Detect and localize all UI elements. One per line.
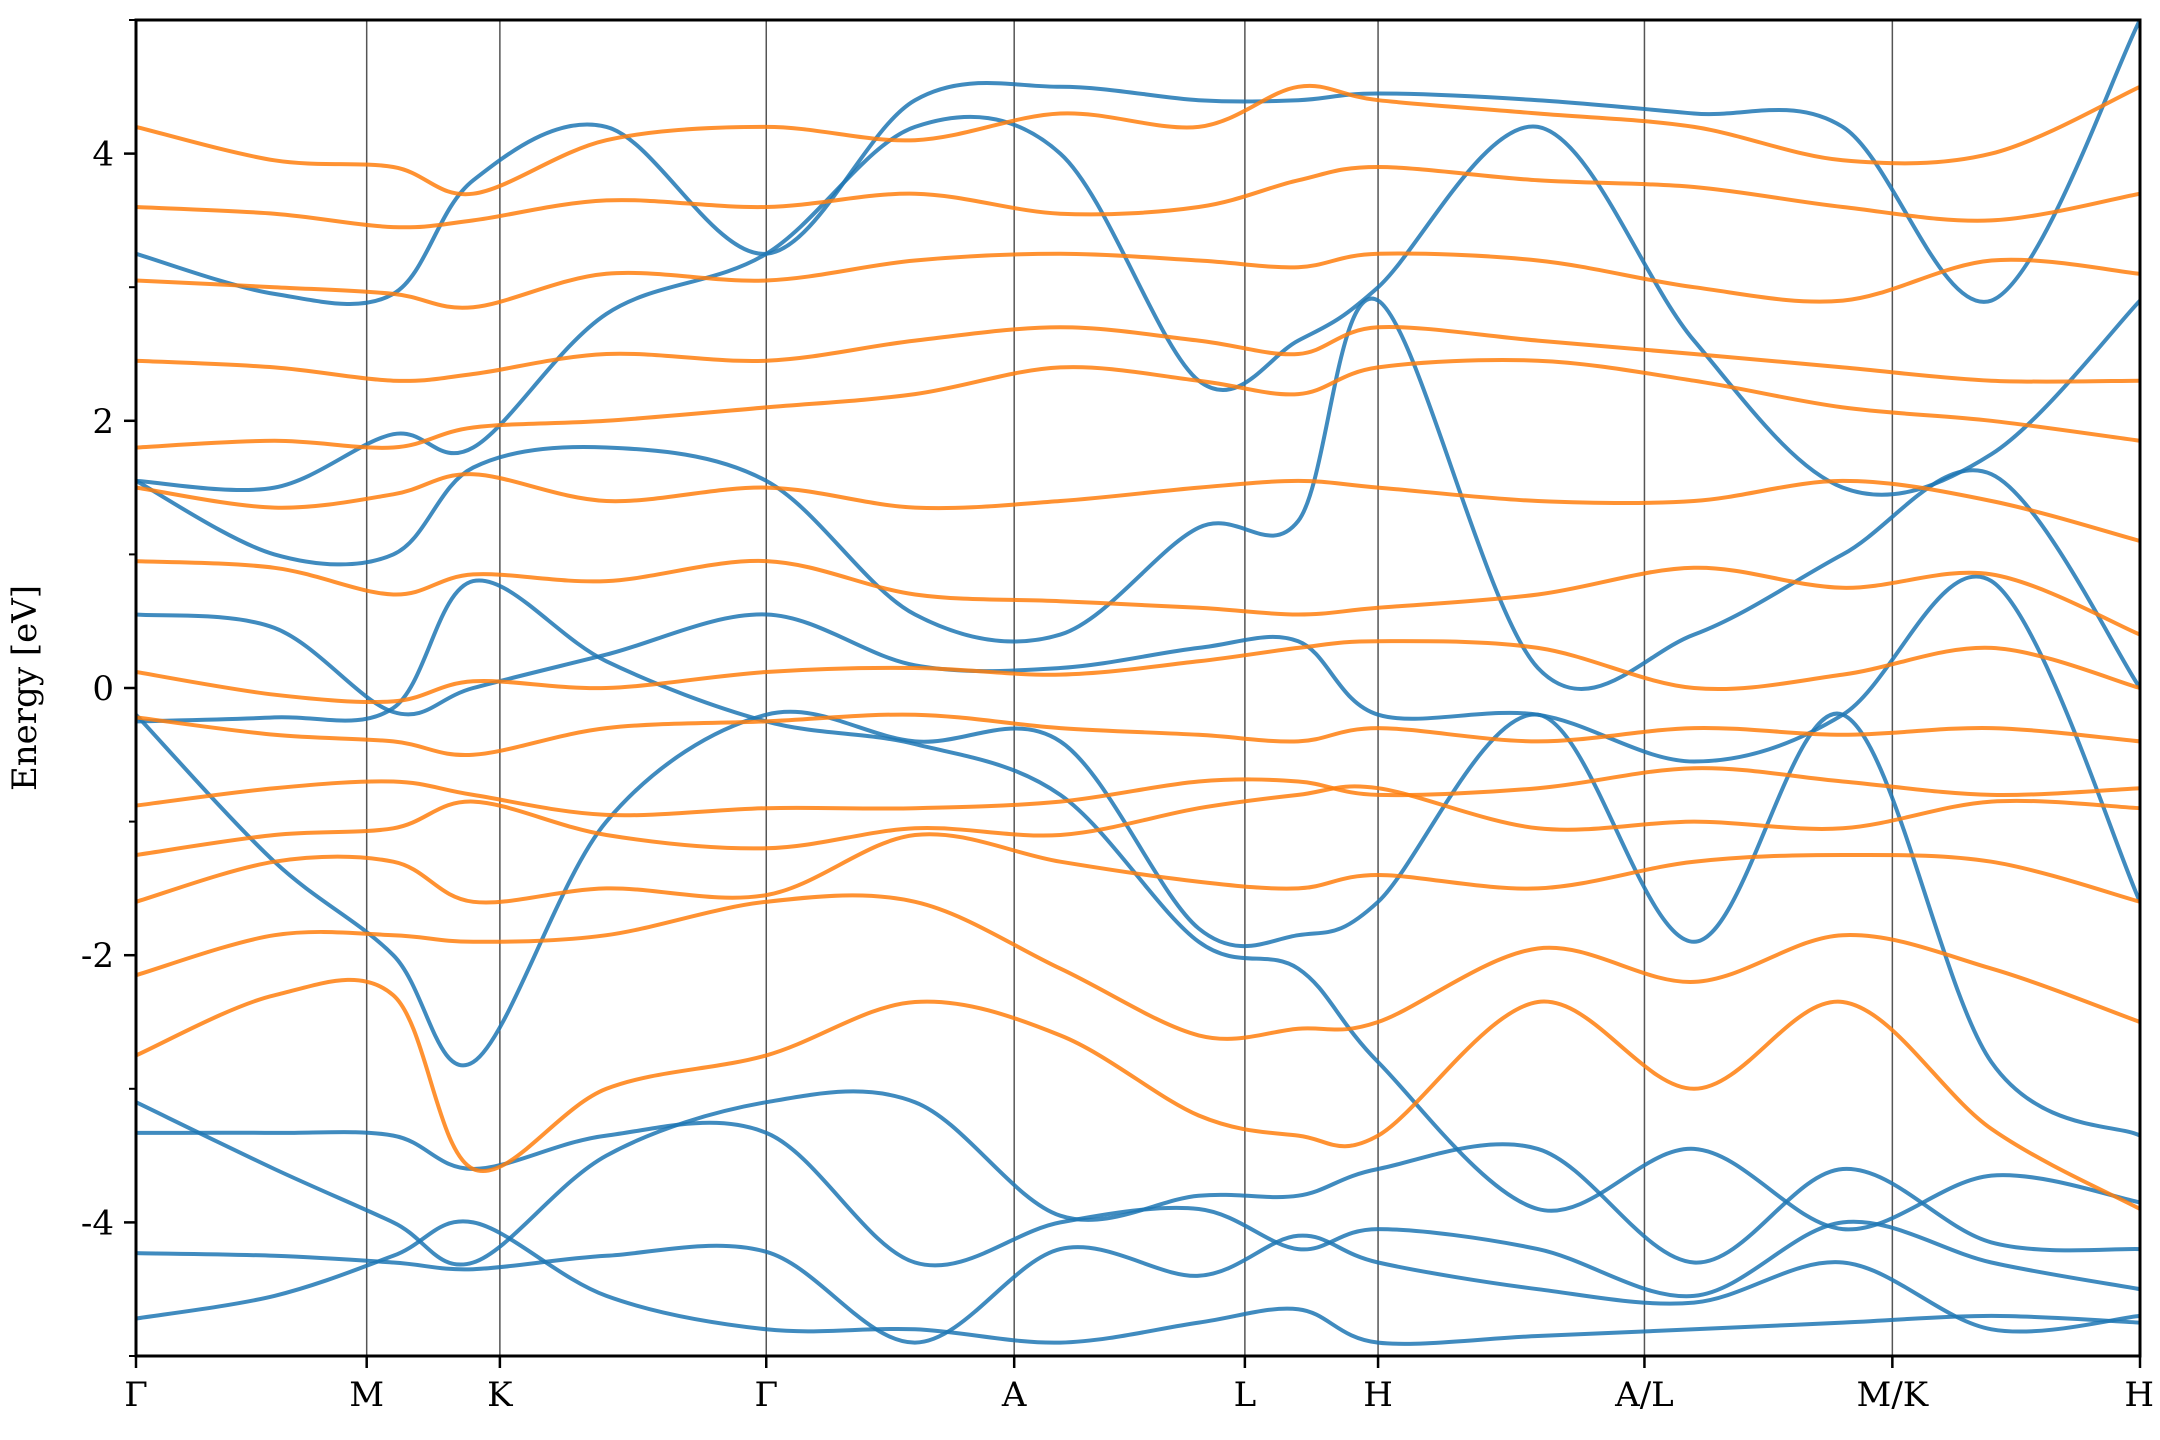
band-line: [136, 325, 2140, 384]
band-line: [136, 574, 2140, 904]
band-line: [136, 578, 2140, 1232]
x-tick-label: A/L: [1614, 1375, 1674, 1415]
band-line: [136, 165, 2140, 230]
y-axis-label: Energy [eV]: [5, 585, 45, 791]
y-axis-ticks: -4 -2 0 2 4: [81, 19, 136, 1357]
band-line: [136, 472, 2140, 543]
y-tick-label: -4: [81, 1203, 114, 1243]
band-line: [136, 784, 2140, 857]
band-line: [136, 766, 2140, 818]
band-lines: [136, 20, 2140, 1346]
band-line: [136, 296, 2140, 692]
band-line: [136, 20, 2140, 306]
x-tick-label: Γ: [754, 1375, 778, 1415]
band-line: [136, 83, 2140, 197]
y-tick-label: 0: [92, 669, 114, 709]
x-tick-label: H: [2124, 1375, 2154, 1415]
band-line: [136, 639, 2140, 705]
x-tick-label: H: [1363, 1375, 1393, 1415]
band-line: [136, 358, 2140, 450]
y-tick-label: -2: [81, 936, 114, 976]
y-tick-label: 4: [92, 135, 114, 175]
x-tick-label: Γ: [124, 1375, 148, 1415]
band-line: [136, 712, 2140, 758]
band-line: [136, 1233, 2140, 1345]
high-symmetry-lines: [365, 20, 1894, 1356]
band-line: [136, 1089, 2140, 1267]
x-tick-label: M/K: [1857, 1375, 1929, 1415]
x-tick-label: L: [1234, 1375, 1257, 1415]
x-tick-label: K: [487, 1375, 513, 1415]
band-line: [136, 832, 2140, 905]
x-tick-label: M: [349, 1375, 384, 1415]
y-tick-label: 2: [92, 402, 114, 442]
band-line: [136, 893, 2140, 1041]
x-axis-ticks: Γ M K Γ A L H A/L M/K H: [124, 1356, 2154, 1415]
band-line: [136, 709, 2140, 1138]
band-line: [136, 558, 2140, 637]
band-line: [136, 251, 2140, 310]
band-line: [136, 114, 2140, 497]
band-line: [136, 1219, 2140, 1346]
band-line: [136, 977, 2140, 1211]
x-tick-label: A: [1001, 1375, 1027, 1415]
